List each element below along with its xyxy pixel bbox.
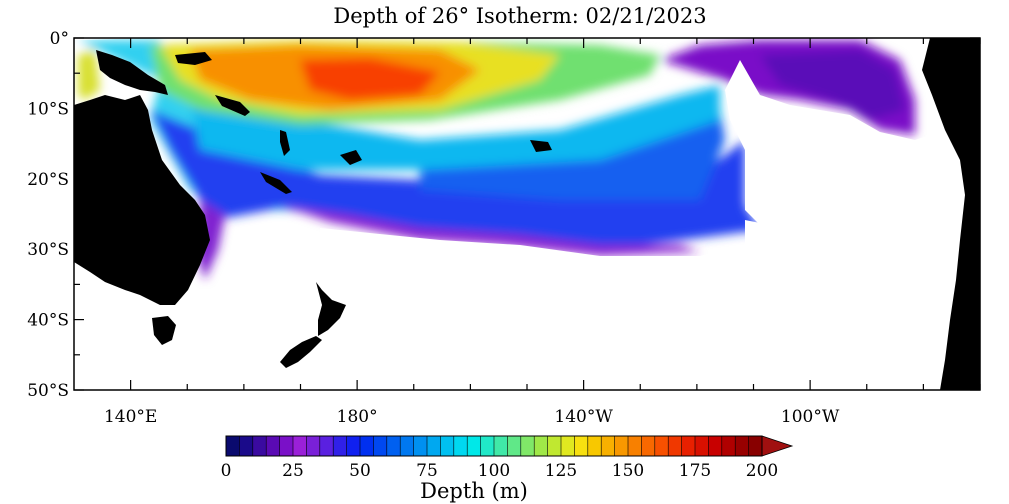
x-axis: 140°E 180° 140°W 100°W	[104, 38, 981, 427]
colorbar-swatch	[668, 436, 682, 456]
colorbar-tick-label: 175	[679, 461, 711, 481]
colorbar: 0 25 50 75 100 125 150 175 200	[221, 435, 794, 481]
landmass-new-guinea	[96, 50, 168, 95]
colorbar-swatch	[695, 436, 709, 456]
colorbar-swatch	[547, 436, 562, 456]
depth-region-blue-south	[150, 110, 760, 248]
colorbar-swatch	[386, 436, 401, 456]
colorbar-swatch	[453, 436, 468, 456]
landmass-tasmania	[152, 316, 176, 345]
colorbar-swatch	[333, 436, 347, 456]
depth-region-indigo-east	[760, 50, 905, 120]
colorbar-swatch	[252, 436, 267, 456]
colorbar-swatch	[574, 436, 589, 456]
x-tick-label: 140°E	[104, 407, 157, 427]
colorbar-swatch	[239, 436, 254, 456]
colorbar-swatch	[534, 436, 548, 456]
colorbar-swatch	[440, 436, 455, 456]
colorbar-outline	[225, 435, 763, 457]
landmass-new-zealand-north	[316, 282, 346, 336]
y-tick-label: 10°S	[27, 99, 69, 119]
landmass-australia	[74, 95, 210, 305]
colorbar-tick-label: 25	[282, 461, 304, 481]
colorbar-swatch	[507, 436, 522, 456]
colorbar-tick-label: 50	[349, 461, 371, 481]
colorbar-swatch	[226, 436, 240, 456]
x-tick-label: 100°W	[781, 407, 840, 427]
colorbar-swatch	[654, 436, 669, 456]
colorbar-swatch	[319, 436, 334, 456]
colorbar-tick-label: 150	[612, 461, 644, 481]
landmass-samoa	[530, 140, 552, 152]
depth-region-red	[300, 58, 440, 100]
x-tick-label: 140°W	[554, 407, 613, 427]
colorbar-tick-label: 100	[478, 461, 510, 481]
colorbar-tick-label: 75	[416, 461, 438, 481]
map-title: Depth of 26° Isotherm: 02/21/2023	[333, 4, 706, 28]
landmass-fiji	[340, 150, 362, 165]
landmass-new-caledonia	[260, 172, 292, 194]
land	[74, 38, 980, 390]
colorbar-swatch	[735, 436, 749, 456]
colorbar-swatch	[601, 436, 615, 456]
colorbar-extend-arrow	[761, 435, 794, 457]
depth-region-cyan-central	[190, 85, 720, 170]
colorbar-swatch	[360, 436, 374, 456]
colorbar-swatch	[494, 436, 508, 456]
landmass-vanuatu	[280, 130, 290, 156]
colorbar-swatch	[628, 436, 642, 456]
colorbar-swatch	[467, 436, 481, 456]
colorbar-title: Depth (m)	[420, 479, 528, 503]
colorbar-swatch	[641, 436, 656, 456]
colorbar-swatch	[681, 436, 696, 456]
colorbar-swatch	[587, 436, 602, 456]
colorbar-swatch	[293, 436, 307, 456]
colorbar-swatch	[480, 436, 495, 456]
colorbar-tick-label: 125	[545, 461, 577, 481]
colorbar-swatch	[561, 436, 575, 456]
y-axis: 0° 10°S 20°S 30°S 40°S 50°S	[27, 29, 980, 401]
landmass-new-britain	[175, 52, 212, 65]
colorbar-swatch	[413, 436, 428, 456]
y-tick-label: 0°	[50, 29, 69, 49]
y-tick-label: 40°S	[27, 311, 69, 331]
landmass-solomon-islands	[215, 95, 250, 116]
colorbar-swatch	[614, 436, 629, 456]
colorbar-swatch	[346, 436, 361, 456]
depth-region-purple-south-edge	[280, 205, 700, 256]
y-tick-label: 30°S	[27, 240, 69, 260]
colorbar-swatch	[748, 436, 763, 456]
ragged-boundary-mask	[74, 38, 930, 390]
colorbar-swatch	[306, 436, 321, 456]
colorbar-swatch	[708, 436, 723, 456]
landmass-new-zealand-south	[280, 336, 322, 368]
colorbar-tick-label: 0	[221, 461, 232, 481]
colorbar-swatch	[373, 436, 388, 456]
colorbar-swatch	[279, 436, 294, 456]
plot-area: 0° 10°S 20°S 30°S 40°S 50°S 140°E 180° 140°W 100…	[27, 29, 981, 427]
depth-field	[74, 38, 930, 390]
y-tick-label: 50°S	[27, 381, 69, 401]
landmass-south-america	[922, 38, 980, 390]
depth-region-yellow-west-edge	[78, 50, 100, 100]
colorbar-tick-label: 200	[746, 461, 778, 481]
y-tick-label: 20°S	[27, 170, 69, 190]
colorbar-swatch	[721, 436, 736, 456]
colorbar-swatch	[520, 436, 535, 456]
colorbar-swatch	[427, 436, 441, 456]
colorbar-swatch	[400, 436, 414, 456]
colorbar-swatch	[266, 436, 280, 456]
x-tick-label: 180°	[337, 407, 378, 427]
